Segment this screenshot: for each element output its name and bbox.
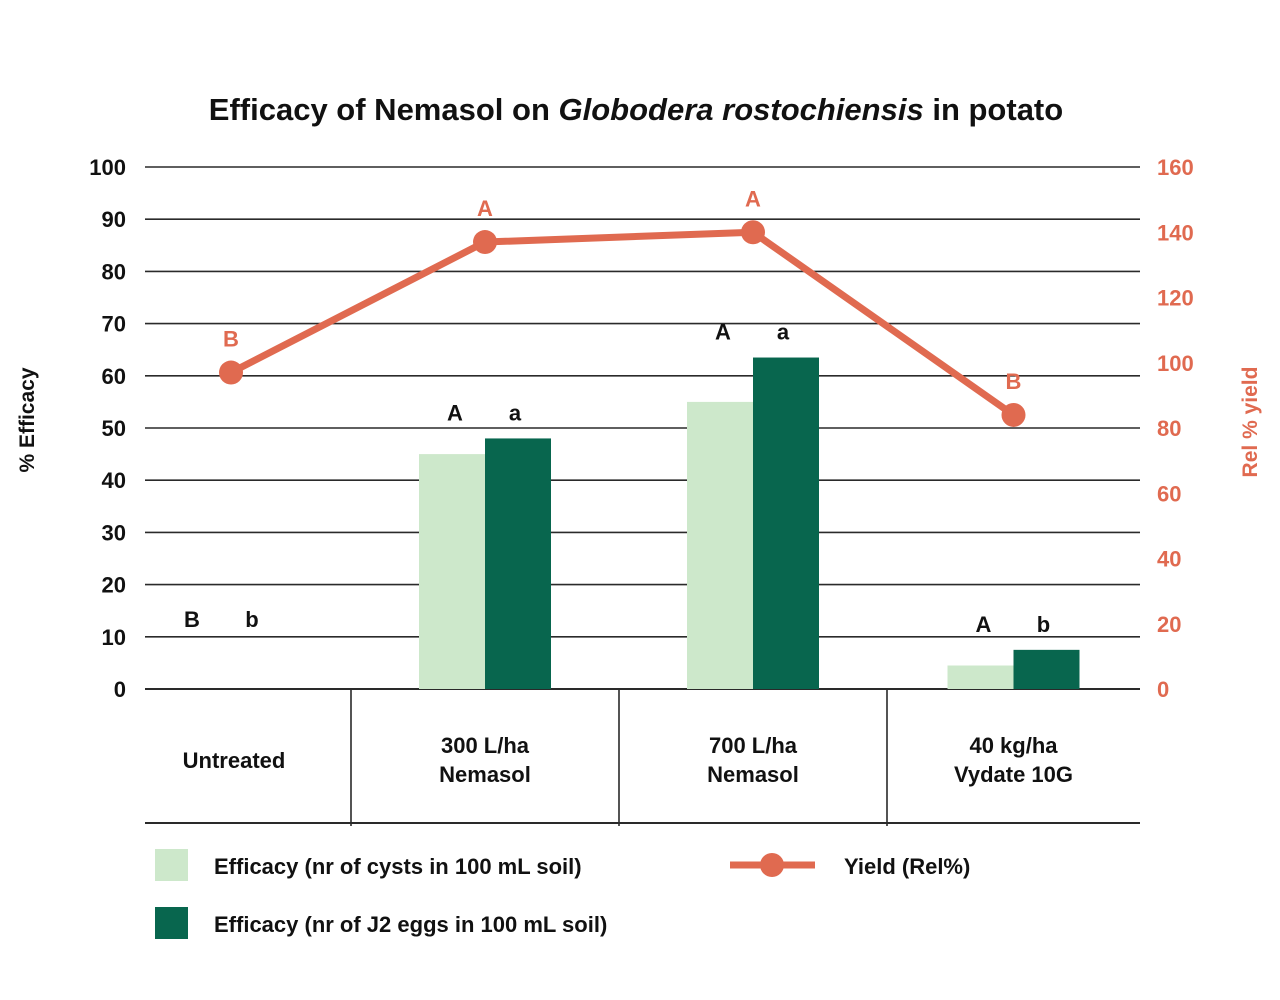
- y-axis-right-label: Rel % yield: [1239, 367, 1262, 478]
- y-tick-label-right: 80: [1157, 416, 1181, 441]
- category-label-line: Nemasol: [439, 762, 531, 787]
- y-axis-right-ticks: 0 20 40 60 80 100 120 140 160: [1157, 155, 1194, 702]
- legend-swatch-cysts: [155, 849, 188, 881]
- category-label-line: Untreated: [183, 748, 286, 773]
- yield-significance-label: B: [1006, 369, 1022, 394]
- y-tick-label-left: 80: [102, 259, 126, 284]
- bar-cysts: [419, 454, 485, 689]
- y-tick-label-left: 100: [89, 155, 126, 180]
- bars: [419, 357, 1080, 689]
- category-label-line: Nemasol: [707, 762, 799, 787]
- yield-point: [1001, 402, 1026, 427]
- category-label-line: 300 L/ha: [441, 733, 530, 758]
- yield-significance-label: B: [223, 327, 239, 352]
- legend-label-j2-eggs: Efficacy (nr of J2 eggs in 100 mL soil): [214, 912, 607, 937]
- legend: Efficacy (nr of cysts in 100 mL soil) Eff…: [155, 849, 970, 939]
- bar-j2-eggs: [1013, 649, 1080, 689]
- yield-line-path: [229, 228, 1016, 418]
- chart-title-part: Globodera rostochiensis: [559, 92, 924, 127]
- bar-j2-eggs: [485, 438, 551, 689]
- y-tick-label-left: 10: [102, 625, 126, 650]
- chart-title-part: in potato: [924, 92, 1063, 127]
- significance-label: A: [976, 612, 992, 637]
- category-label: Untreated: [183, 748, 286, 773]
- legend-label-cysts: Efficacy (nr of cysts in 100 mL soil): [214, 854, 582, 879]
- bar-cysts: [947, 665, 1014, 689]
- yield-significance-label: A: [477, 196, 493, 221]
- legend-label-yield: Yield (Rel%): [844, 854, 970, 879]
- y-tick-label-left: 20: [102, 573, 126, 598]
- yield-line: B A A B: [219, 186, 1026, 427]
- significance-label: B: [184, 607, 200, 632]
- y-tick-label-right: 40: [1157, 547, 1181, 572]
- y-tick-label-right: 20: [1157, 612, 1181, 637]
- y-axis-left-label: % Efficacy: [16, 367, 39, 472]
- yield-point: [219, 360, 243, 385]
- chart-title-part: Efficacy of Nemasol on: [209, 92, 559, 127]
- y-tick-label-left: 60: [102, 364, 126, 389]
- yield-significance-label: A: [745, 186, 761, 211]
- category-label-line: 40 kg/ha: [969, 733, 1058, 758]
- y-axis-left-ticks: 0 10 20 30 40 50 60 70 80 90 100: [89, 155, 126, 702]
- y-tick-label-right: 100: [1157, 351, 1194, 376]
- chart-title: Efficacy of Nemasol on Globodera rostoch…: [209, 92, 1063, 127]
- category-label: 40 kg/ha Vydate 10G: [954, 733, 1073, 787]
- y-tick-label-left: 40: [102, 468, 126, 493]
- y-tick-label-right: 60: [1157, 481, 1181, 506]
- y-tick-label-right: 140: [1157, 220, 1194, 245]
- y-tick-label-right: 0: [1157, 677, 1169, 702]
- y-tick-label-left: 0: [114, 677, 126, 702]
- y-tick-label-left: 30: [102, 520, 126, 545]
- significance-label: a: [509, 400, 522, 425]
- y-tick-label-left: 50: [102, 416, 126, 441]
- significance-label: A: [715, 320, 731, 345]
- category-label: 700 L/ha Nemasol: [707, 733, 799, 787]
- yield-point: [473, 230, 497, 255]
- y-tick-label-left: 70: [102, 312, 126, 337]
- significance-label: b: [245, 607, 258, 632]
- bar-cysts: [687, 401, 753, 689]
- significance-label: a: [777, 320, 790, 345]
- significance-label: A: [447, 400, 463, 425]
- y-tick-label-right: 160: [1157, 155, 1194, 180]
- y-tick-label-left: 90: [102, 207, 126, 232]
- y-tick-label-right: 120: [1157, 286, 1194, 311]
- significance-label: b: [1037, 612, 1050, 637]
- legend-marker-yield: [760, 853, 784, 877]
- yield-point: [741, 220, 765, 245]
- category-label-line: 700 L/ha: [709, 733, 798, 758]
- legend-swatch-j2-eggs: [155, 907, 188, 939]
- gridlines: [145, 166, 1140, 690]
- bar-j2-eggs: [753, 357, 819, 689]
- category-table: Untreated 300 L/ha Nemasol 700 L/ha Nemasol 4…: [145, 689, 1140, 826]
- category-label-line: Vydate 10G: [954, 762, 1073, 787]
- category-label: 300 L/ha Nemasol: [439, 733, 531, 787]
